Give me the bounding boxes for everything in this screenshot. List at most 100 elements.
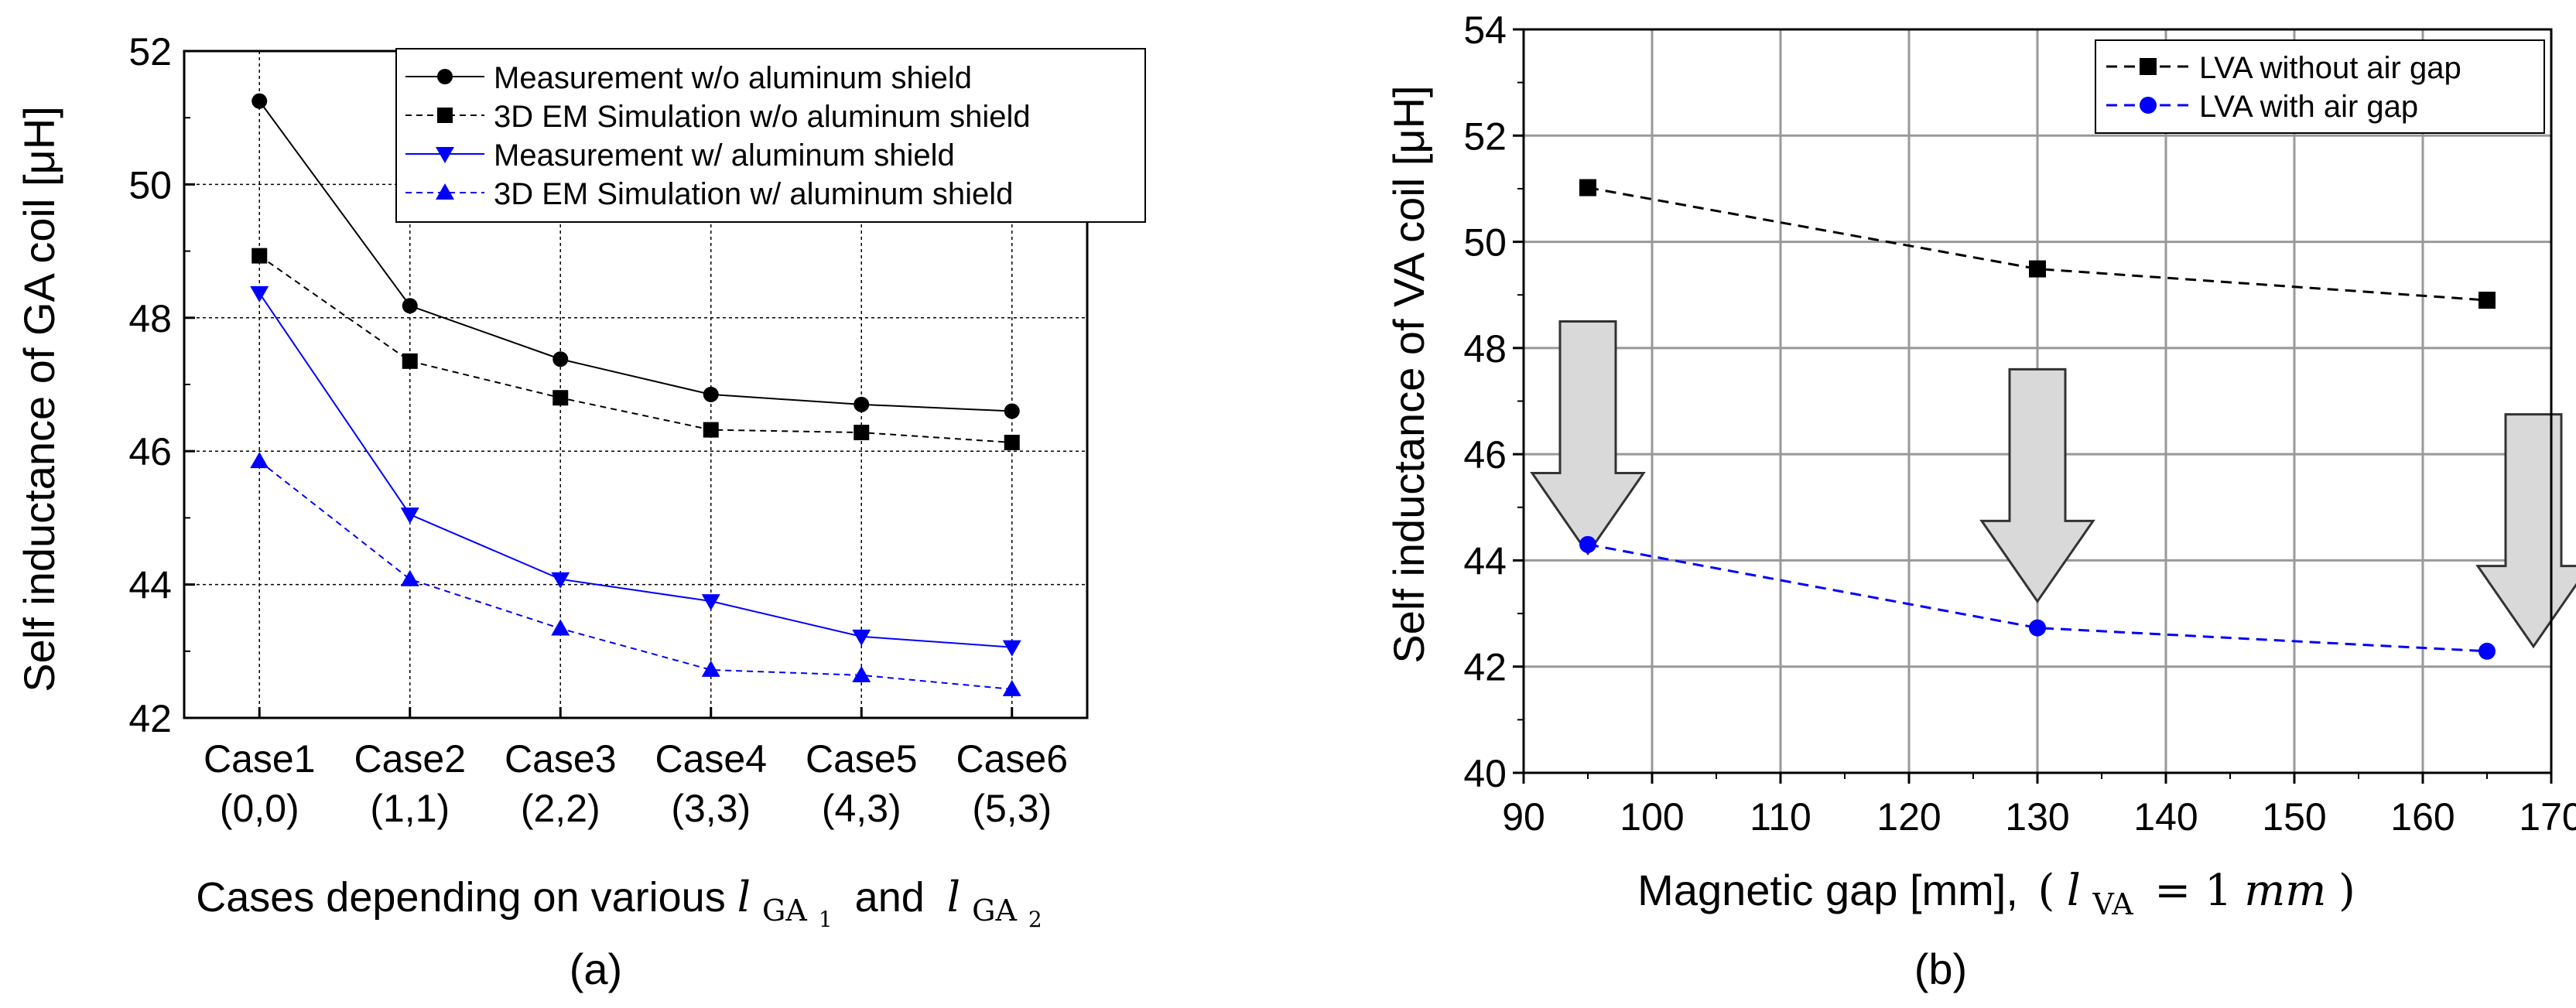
b-legend-label: LVA with air gap [2199, 90, 2418, 124]
a-x-tick-sublabel: (0,0) [220, 787, 299, 830]
b-y-axis-title: Self inductance of VA coil [μH] [1384, 85, 1433, 663]
a-grid [184, 51, 1087, 718]
b-y-tick-label: 54 [1463, 9, 1507, 52]
b-down-arrow [1530, 320, 1646, 556]
b-x-axis-title-paren-close: ) [2338, 866, 2355, 916]
b-x-axis-title-sub: VA [2092, 887, 2133, 921]
a-point-s1-6 [1004, 403, 1020, 419]
b-x-axis-title-eq: = 1 [2154, 866, 2232, 916]
b-x-axis-title-symbol: l [2067, 866, 2081, 916]
a-y-tick-label: 46 [128, 430, 172, 473]
a-x-axis-title-sub1: GA [762, 894, 807, 928]
b-y-tick-label: 44 [1463, 539, 1507, 583]
a-x-tick-sublabel: (5,3) [972, 787, 1052, 830]
a-legend-label: 3D EM Simulation w/ aluminum shield [494, 177, 1013, 211]
b-y-tick-label: 46 [1463, 433, 1507, 477]
b-y-tick-label: 42 [1463, 646, 1507, 689]
a-panel-label: (a) [570, 945, 622, 993]
b-point-s2-1 [1579, 535, 1596, 553]
a-point-s3-6 [1002, 640, 1021, 657]
a-x-tick-label: Case1 [204, 737, 316, 781]
a-series-group [250, 93, 1021, 696]
a-series-line-1 [258, 101, 1012, 412]
a-series-line-3 [258, 292, 1012, 648]
a-y-tick-label: 42 [128, 697, 172, 740]
b-legend: LVA without air gap LVA with air gap [2095, 39, 2545, 134]
b-series-line-1 [1587, 186, 2488, 302]
b-y-tick-label: 50 [1463, 221, 1507, 265]
b-legend-marker [2140, 58, 2157, 75]
a-point-s2-1 [251, 248, 268, 264]
b-point-s1-3 [2479, 292, 2496, 309]
a-x-tick-label: Case5 [806, 737, 918, 781]
b-x-tick-label: 170 [2519, 795, 2576, 839]
a-y-axis-title: Self inductance of GA coil [μH] [15, 106, 63, 692]
a-legend-label: Measurement w/o aluminum shield [494, 61, 972, 95]
b-x-tick-label: 110 [1750, 795, 1811, 839]
b-x-tick-label: 90 [1502, 795, 1545, 839]
a-series-line-2 [258, 255, 1012, 443]
b-panel-label: (b) [1914, 945, 1967, 993]
a-legend-marker [437, 69, 453, 84]
b-x-axis-title-main: Magnetic gap [mm], [1637, 866, 2018, 914]
a-point-s4-4 [701, 660, 720, 677]
a-x-axis-title-main: Cases depending on various [196, 874, 737, 921]
a-y-tick-label: 48 [128, 297, 172, 340]
b-x-tick-label: 160 [2390, 795, 2455, 839]
b-x-tick-label: 100 [1620, 795, 1684, 839]
b-x-tick-label: 130 [2005, 795, 2069, 839]
a-x-tick-label: Case3 [505, 737, 617, 781]
a-point-s1-2 [402, 298, 418, 314]
a-y-tick-label: 44 [128, 564, 172, 607]
a-point-s2-6 [1004, 434, 1020, 450]
a-point-s2-3 [552, 390, 569, 406]
a-x-axis-title: Cases depending on various l GA 1 and l … [196, 873, 1042, 936]
a-y-tick-label: 52 [128, 30, 172, 73]
b-x-tick-label: 120 [1876, 795, 1941, 839]
a-y-tick-label: 50 [128, 163, 172, 207]
a-point-s1-4 [703, 386, 719, 402]
a-point-s1-3 [552, 351, 569, 367]
a-point-s4-2 [400, 569, 419, 586]
a-x-axis-title-subsub1: 1 [819, 907, 833, 932]
a-point-s2-5 [854, 425, 870, 441]
a-legend-label: Measurement w/ aluminum shield [494, 138, 955, 173]
a-x-axis-title-symbol: l [737, 873, 751, 921]
a-point-s2-2 [402, 353, 418, 369]
b-x-axis-title-paren-open: ( [2037, 866, 2054, 916]
a-x-tick-label: Case6 [956, 737, 1068, 781]
a-point-s3-1 [250, 285, 269, 302]
b-x-tick-label: 140 [2133, 795, 2198, 839]
a-point-s3-4 [701, 594, 720, 611]
a-x-axis-title-subsub2: 2 [1028, 907, 1042, 932]
a-legend: Measurement w/o aluminum shield 3D EM Sim… [395, 48, 1146, 223]
a-series-line-4 [258, 460, 1012, 690]
a-x-tick-label: Case2 [354, 737, 466, 781]
a-legend-box [395, 48, 1146, 223]
a-x-tick-sublabel: (3,3) [671, 787, 751, 830]
a-x-axis-title-and: and [855, 874, 925, 921]
a-ticks: 42 44 46 48 50 52 Case1 (0,0) Case2 (1,1) Case3 (2,… [128, 30, 1068, 830]
a-x-axis-title-symbol2: l [947, 873, 960, 921]
b-y-tick-label: 40 [1463, 752, 1507, 795]
b-series-line-2 [1587, 543, 2488, 653]
a-point-s3-3 [551, 572, 570, 589]
a-point-s1-5 [854, 396, 870, 412]
b-x-tick-label: 150 [2262, 795, 2326, 839]
a-x-axis-title-sub2: GA [972, 894, 1017, 928]
a-point-s4-5 [852, 665, 871, 682]
a-x-tick-sublabel: (1,1) [370, 787, 450, 830]
b-series-group [1579, 179, 2496, 660]
b-grid [1524, 29, 2551, 773]
a-x-tick-label: Case4 [655, 737, 767, 781]
b-x-axis-title-unit: mm [2244, 866, 2326, 916]
a-point-s4-6 [1002, 679, 1021, 696]
a-point-s3-5 [852, 629, 871, 646]
a-x-tick-sublabel: (4,3) [822, 787, 901, 830]
chart-b: 40 42 44 46 48 50 52 54 90 100 110 120 130 140 150 160 1… [1384, 9, 2576, 993]
a-point-s3-2 [400, 507, 419, 525]
b-ticks: 40 42 44 46 48 50 52 54 90 100 110 120 130 140 150 160 1… [1463, 9, 2576, 839]
a-legend-marker [436, 183, 454, 200]
